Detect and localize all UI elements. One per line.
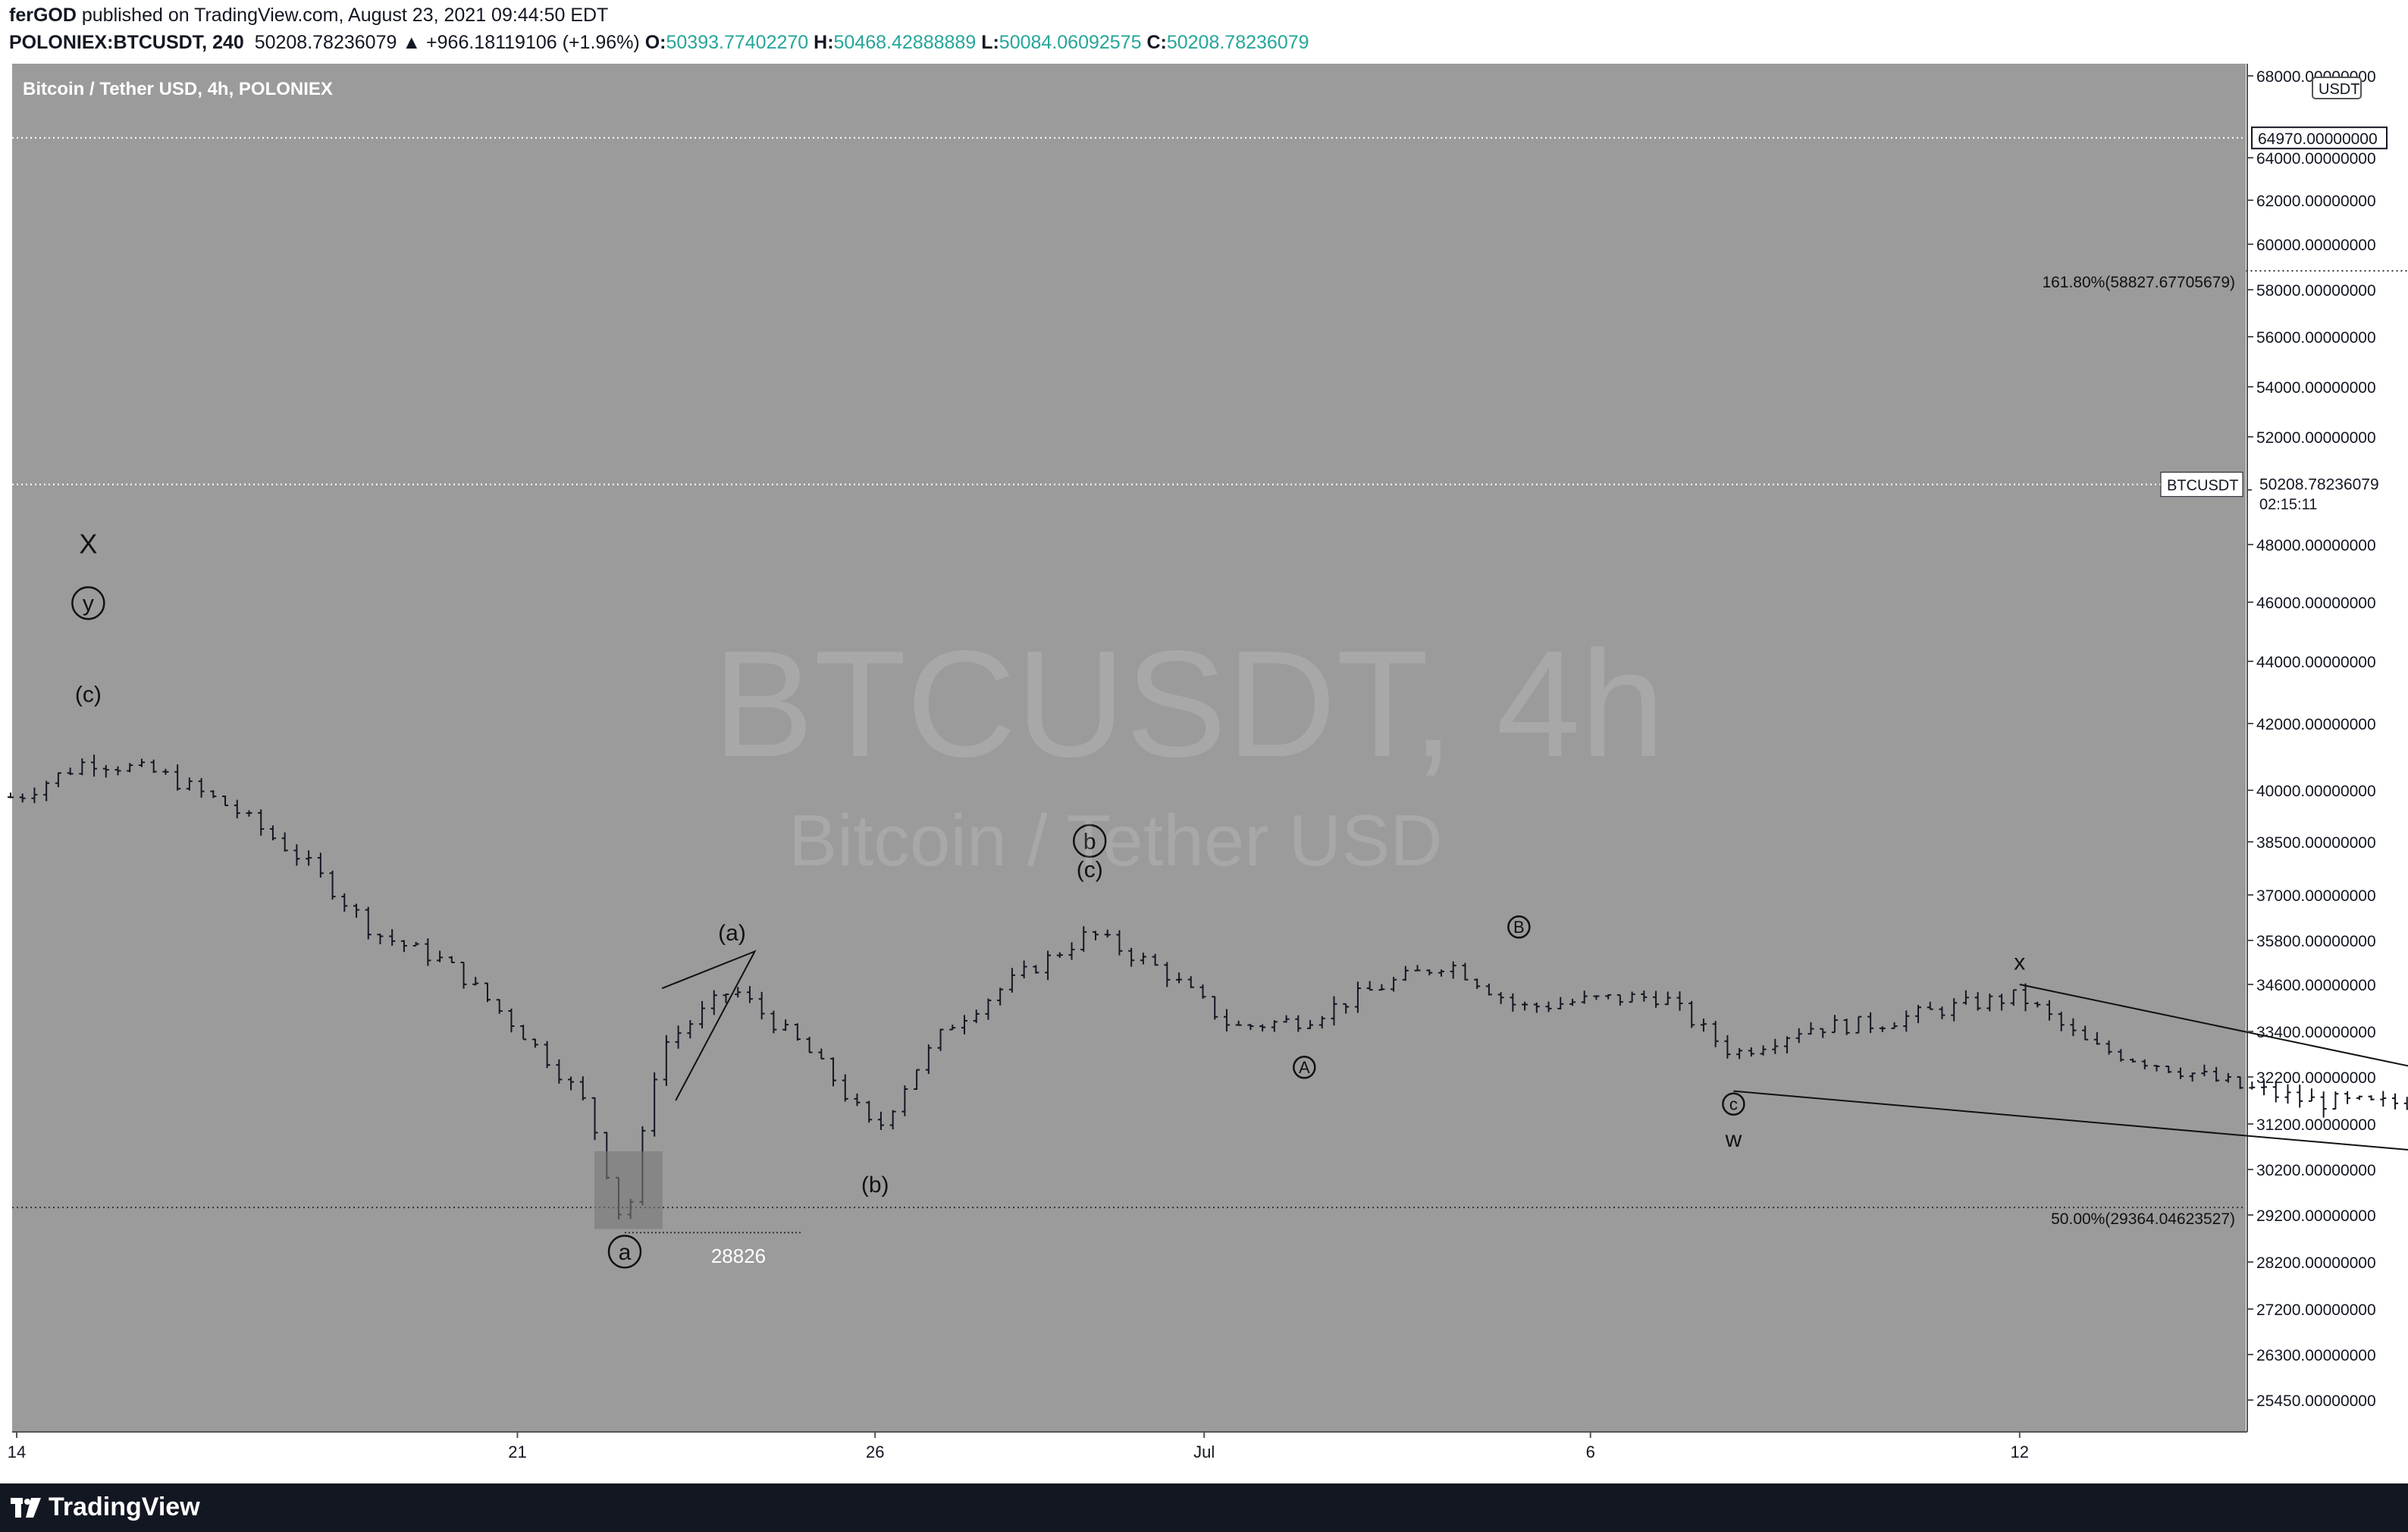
wave-circle-6 — [1073, 824, 1107, 859]
close-value: 50208.78236079 — [1166, 32, 1309, 53]
fib-label-50: 50.00%(29364.04623527) — [2051, 1210, 2235, 1228]
price-axis-bg — [2249, 64, 2408, 1483]
y-tick-label-2: 62000.00000000 — [2256, 193, 2376, 210]
countdown-label: 02:15:11 — [2259, 497, 2317, 513]
chart-canvas[interactable]: 68000.0000000064000.0000000062000.000000… — [0, 64, 2408, 1483]
low-value: 50084.06092575 — [999, 32, 1142, 53]
y-tick-label-19: 32200.00000000 — [2256, 1069, 2376, 1087]
last-price: 50208.78236079 — [254, 32, 397, 53]
y-tick-label-15: 37000.00000000 — [2256, 887, 2376, 905]
y-tick-label-3: 60000.00000000 — [2256, 237, 2376, 254]
triangle-a — [661, 950, 757, 1101]
symbol-tag — [2160, 472, 2243, 498]
wave-circle-8 — [1507, 915, 1531, 939]
high-value: 50468.42888889 — [833, 32, 977, 53]
plot-area — [12, 64, 2246, 1432]
y-tick-label-13: 40000.00000000 — [2256, 783, 2376, 800]
tradingview-logo[interactable]: TradingView — [11, 1493, 200, 1522]
y-tick-label-20: 31200.00000000 — [2256, 1116, 2376, 1134]
chart-frame[interactable]: 68000.0000000064000.0000000062000.000000… — [0, 64, 2408, 1483]
y-tick-label-17: 34600.00000000 — [2256, 977, 2376, 994]
low-key: L: — [981, 32, 999, 53]
y-tick-label-25: 26300.00000000 — [2256, 1347, 2376, 1364]
y-tick-label-26: 25450.00000000 — [2256, 1392, 2376, 1410]
fib-label-161: 161.80%(58827.67705679) — [2042, 274, 2235, 291]
y-tick-label-18: 33400.00000000 — [2256, 1024, 2376, 1041]
chart-header: ferGOD published on TradingView.com, Aug… — [0, 0, 2408, 64]
footer-bar: TradingView — [0, 1483, 2408, 1532]
y-tick-label-6: 54000.00000000 — [2256, 379, 2376, 397]
wave-label-4: (b) — [861, 1173, 889, 1198]
currency-label: USDT — [2319, 81, 2359, 98]
wave-circle-10 — [1722, 1092, 1745, 1116]
wave-circle-1 — [71, 585, 105, 620]
wave-label-11: w — [1725, 1127, 1742, 1152]
y-tick-label-14: 38500.00000000 — [2256, 834, 2376, 852]
symbol-tag-label: BTCUSDT — [2167, 478, 2238, 494]
close-key: C: — [1146, 32, 1167, 53]
price-tag-64970 — [2251, 126, 2388, 149]
currency-badge — [2312, 77, 2362, 99]
price-label-28826: 28826 — [711, 1245, 766, 1267]
watermark-symbol: BTCUSDT, 4h — [713, 620, 1665, 789]
x-tick-label-1: 21 — [508, 1443, 526, 1461]
y-tick-label-11: 44000.00000000 — [2256, 654, 2376, 671]
highlight-box — [594, 1151, 663, 1229]
chart-title: Bitcoin / Tether USD, 4h, POLONIEX — [23, 79, 333, 99]
y-tick-label-23: 28200.00000000 — [2256, 1254, 2376, 1272]
y-tick-label-10: 46000.00000000 — [2256, 595, 2376, 612]
y-tick-label-1: 64000.00000000 — [2256, 150, 2376, 168]
y-tick-label-24: 27200.00000000 — [2256, 1301, 2376, 1319]
wave-circle-9 — [1293, 1056, 1316, 1079]
symbol-name[interactable]: POLONIEX:BTCUSDT, 240 — [9, 32, 244, 53]
price-tag-64970-label: 64970.00000000 — [2258, 130, 2378, 148]
y-tick-label-16: 35800.00000000 — [2256, 933, 2376, 950]
author-name[interactable]: ferGOD — [9, 5, 77, 26]
open-value: 50393.77402270 — [666, 32, 809, 53]
published-text: published on TradingView.com, August 23,… — [81, 5, 609, 26]
wave-label-5: a — [619, 1240, 632, 1265]
last-price-tag-label: 50208.78236079 — [2259, 476, 2379, 494]
tradingview-icon — [11, 1497, 41, 1518]
wave-label-10: c — [1729, 1094, 1738, 1113]
wave-label-0: X — [79, 528, 97, 559]
wedge-wxy — [1733, 984, 2408, 1151]
y-tick-label-7: 52000.00000000 — [2256, 429, 2376, 447]
time-axis-bg — [0, 1432, 2408, 1483]
wave-label-12: x — [2014, 950, 2025, 975]
x-tick-label-0: 14 — [8, 1443, 26, 1461]
x-tick-label-4: 6 — [1586, 1443, 1595, 1461]
y-tick-label-12: 42000.00000000 — [2256, 716, 2376, 733]
open-key: O: — [644, 32, 666, 53]
x-tick-label-3: Jul — [1193, 1443, 1215, 1461]
brand-name: TradingView — [49, 1493, 200, 1521]
y-tick-label-21: 30200.00000000 — [2256, 1162, 2376, 1179]
ohlc-line: POLONIEX:BTCUSDT, 240 50208.78236079 ▲ +… — [9, 32, 1309, 54]
x-tick-label-2: 26 — [866, 1443, 884, 1461]
wave-label-9: A — [1299, 1058, 1310, 1077]
wave-label-8: B — [1513, 918, 1525, 937]
y-tick-label-22: 29200.00000000 — [2256, 1207, 2376, 1225]
watermark-name: Bitcoin / Tether USD — [789, 800, 1443, 881]
wave-label-1: y — [83, 592, 94, 617]
wave-circle-5 — [607, 1235, 642, 1269]
y-tick-label-5: 56000.00000000 — [2256, 329, 2376, 347]
x-tick-label-5: 12 — [2011, 1443, 2029, 1461]
price-change: ▲ +966.18119106 (+1.96%) — [402, 32, 640, 53]
wave-label-6: b — [1083, 829, 1096, 854]
last-price-tag — [2252, 472, 2387, 515]
y-tick-label-9: 48000.00000000 — [2256, 537, 2376, 554]
high-key: H: — [814, 32, 834, 53]
wave-label-2: (c) — [75, 682, 102, 707]
publisher-line: ferGOD published on TradingView.com, Aug… — [9, 5, 608, 27]
y-tick-label-4: 58000.00000000 — [2256, 282, 2376, 300]
wave-label-3: (a) — [718, 921, 746, 946]
wave-label-7: (c) — [1077, 858, 1103, 883]
